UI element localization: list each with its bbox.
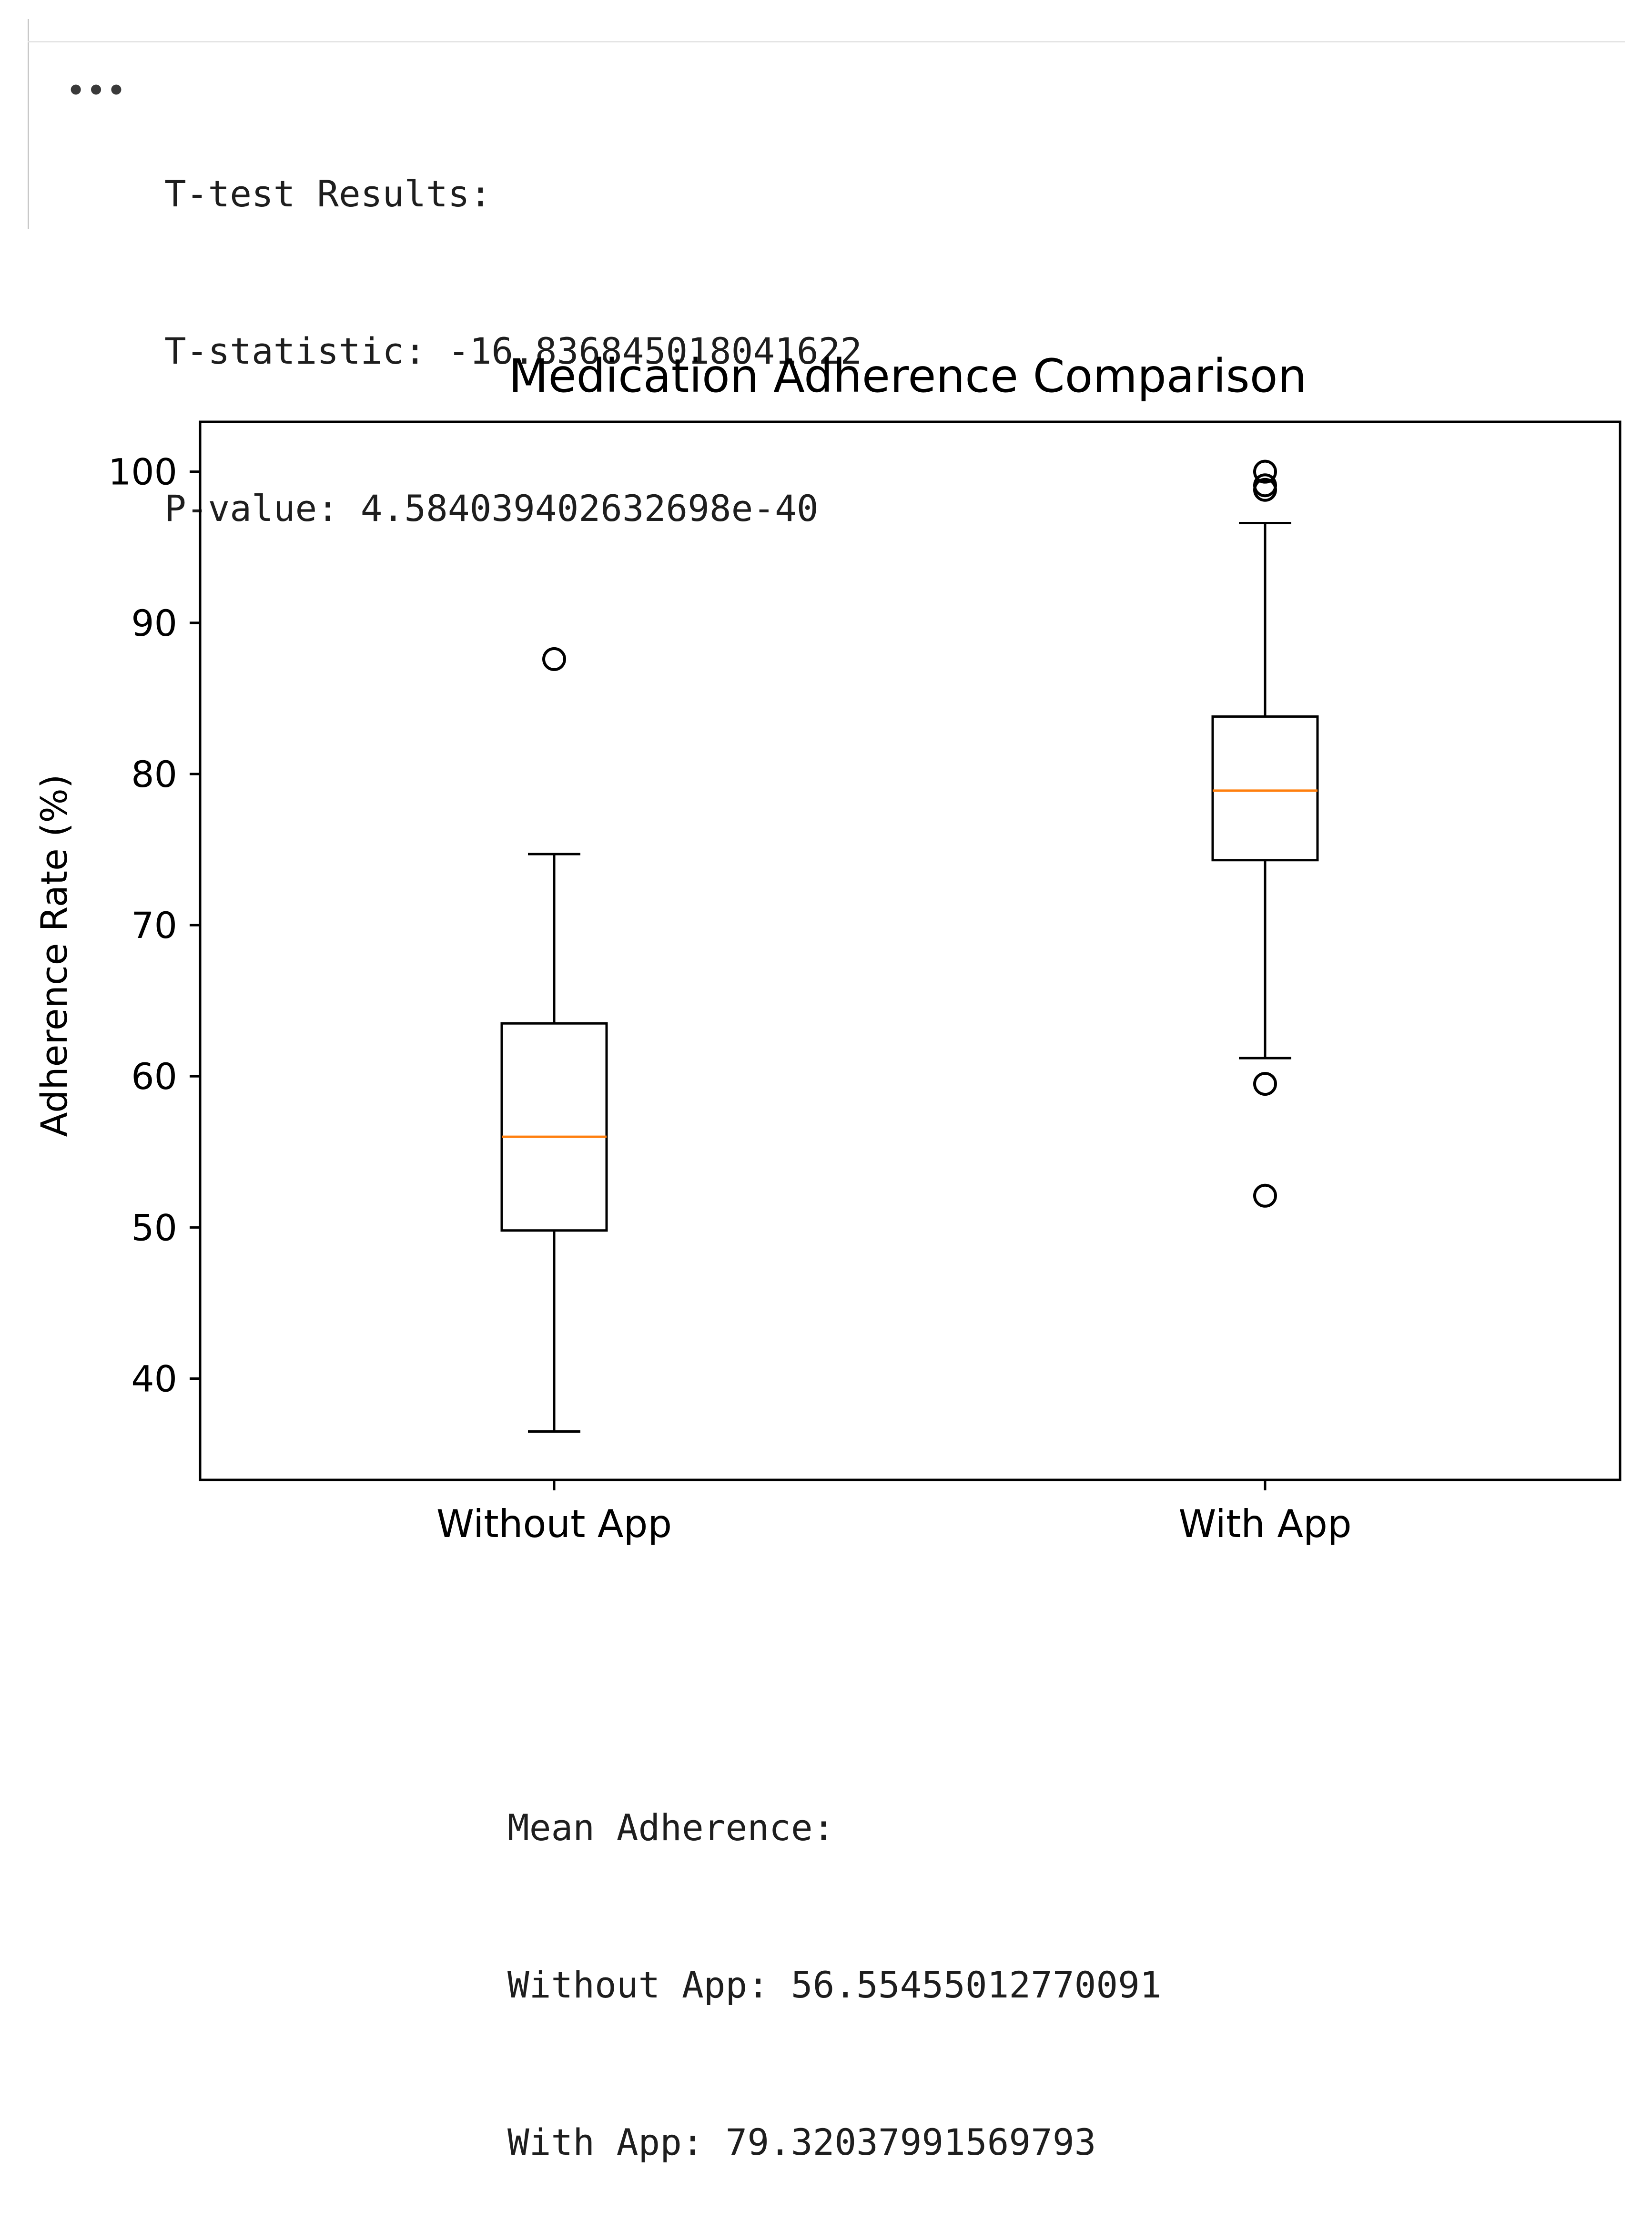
outlier-point [1253,1183,1277,1208]
y-tick-label: 70 [131,904,177,947]
box-group-without-app [500,647,608,1433]
x-tick-label: Without App [436,1502,672,1546]
ttest-line: P-value: 4.584039402632698e-40 [164,487,819,530]
y-tick-label: 100 [108,451,177,493]
y-tick-label: 90 [131,602,177,644]
ttest-output-text: T-test Results: T-statistic: -16.8368450… [164,63,862,587]
mean-line: With App: 79.32037991569793 [507,2121,1096,2163]
mean-line: Without App: 56.55455012770091 [507,1964,1162,2006]
plot-frame [199,420,1622,1481]
ttest-line: T-statistic: -16.836845018041622 [164,330,862,372]
y-tick-label: 60 [131,1055,177,1098]
x-axis: Without App With App [436,1480,1352,1546]
more-horizontal-icon[interactable]: ••• [67,74,128,107]
mean-line: Mean Adherence: [507,1806,835,1849]
iqr-box [1211,715,1319,862]
outlier-point [542,647,566,671]
y-tick-label: 40 [131,1358,177,1400]
mean-output-text: Mean Adherence: Without App: 56.55455012… [507,1697,1162,2221]
output-cell-top-border [28,41,1625,42]
iqr-box [500,1022,608,1232]
ttest-line: T-test Results: [164,173,492,215]
box-group-with-app [1211,459,1319,1208]
boxplot-series [500,459,1319,1433]
y-tick-label: 50 [131,1206,177,1249]
outlier-point [1253,1072,1277,1096]
y-axis-label: Adherence Rate (%) [33,774,75,1137]
y-tick-label: 80 [131,753,177,795]
output-cell-left-border [28,19,29,229]
chart-title: Medication Adherence Comparison [509,349,1307,403]
outlier-point [1253,478,1277,502]
outlier-point [1253,459,1277,484]
y-axis: 40 50 60 70 80 90 100 [108,451,200,1400]
boxplot-chart: Medication Adherence Comparison Adherenc… [33,349,1622,1546]
x-tick-label: With App [1178,1502,1351,1546]
